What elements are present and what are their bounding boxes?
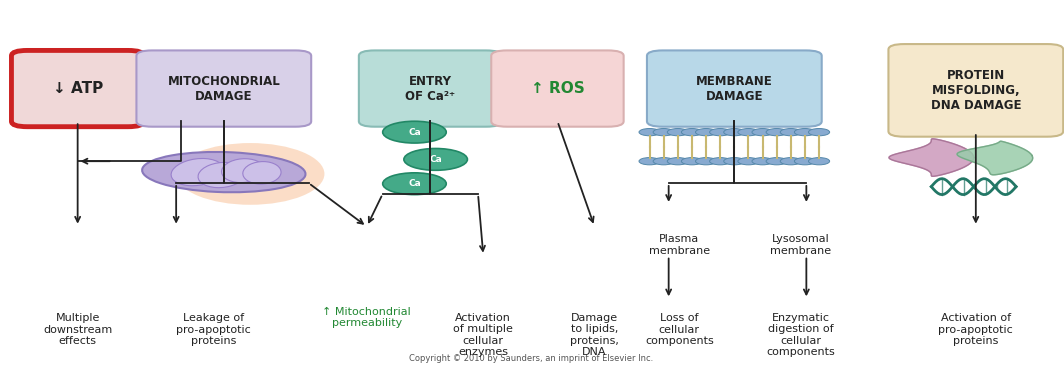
FancyBboxPatch shape [359, 51, 502, 127]
Circle shape [724, 158, 745, 165]
Circle shape [752, 128, 774, 136]
Circle shape [795, 128, 815, 136]
Ellipse shape [143, 152, 305, 192]
Text: Activation of
pro-apoptotic
proteins: Activation of pro-apoptotic proteins [938, 313, 1013, 347]
FancyBboxPatch shape [888, 44, 1063, 137]
Ellipse shape [171, 158, 223, 186]
Circle shape [737, 158, 759, 165]
Text: Plasma
membrane: Plasma membrane [649, 234, 710, 255]
Circle shape [809, 128, 830, 136]
Polygon shape [957, 141, 1033, 175]
Ellipse shape [177, 143, 325, 205]
Circle shape [696, 128, 717, 136]
Ellipse shape [198, 163, 246, 188]
FancyBboxPatch shape [136, 51, 311, 127]
Circle shape [696, 158, 717, 165]
Circle shape [710, 158, 731, 165]
Circle shape [653, 128, 675, 136]
FancyBboxPatch shape [492, 51, 624, 127]
Text: Activation
of multiple
cellular
enzymes: Activation of multiple cellular enzymes [453, 313, 513, 357]
Circle shape [737, 128, 759, 136]
Circle shape [681, 158, 702, 165]
Circle shape [639, 128, 660, 136]
Circle shape [766, 128, 787, 136]
Text: Multiple
downstream
effects: Multiple downstream effects [43, 313, 113, 347]
Circle shape [809, 158, 830, 165]
Circle shape [383, 121, 446, 143]
Circle shape [667, 128, 688, 136]
Text: MITOCHONDRIAL
DAMAGE: MITOCHONDRIAL DAMAGE [167, 75, 280, 102]
Text: Copyright © 2010 by Saunders, an imprint of Elsevier Inc.: Copyright © 2010 by Saunders, an imprint… [409, 354, 653, 363]
Text: Ca: Ca [429, 155, 442, 164]
Text: PROTEIN
MISFOLDING,
DNA DAMAGE: PROTEIN MISFOLDING, DNA DAMAGE [931, 69, 1021, 112]
Circle shape [667, 158, 688, 165]
Text: Leakage of
pro-apoptotic
proteins: Leakage of pro-apoptotic proteins [176, 313, 251, 347]
Circle shape [724, 128, 745, 136]
Text: Ca: Ca [409, 128, 421, 137]
Ellipse shape [243, 161, 281, 184]
Circle shape [766, 158, 787, 165]
Text: MEMBRANE
DAMAGE: MEMBRANE DAMAGE [696, 75, 772, 102]
Circle shape [780, 128, 801, 136]
Text: Damage
to lipids,
proteins,
DNA: Damage to lipids, proteins, DNA [570, 313, 619, 357]
Ellipse shape [221, 159, 264, 183]
Circle shape [795, 158, 815, 165]
Text: ↑ ROS: ↑ ROS [531, 81, 584, 96]
Circle shape [653, 158, 675, 165]
Text: Ca: Ca [409, 179, 421, 188]
Circle shape [752, 158, 774, 165]
Polygon shape [890, 139, 974, 176]
FancyBboxPatch shape [647, 51, 821, 127]
Circle shape [404, 149, 467, 170]
Circle shape [639, 158, 660, 165]
Text: ↓ ATP: ↓ ATP [52, 81, 103, 96]
FancyBboxPatch shape [12, 51, 144, 127]
Text: Lysosomal
membrane: Lysosomal membrane [770, 234, 832, 255]
Circle shape [780, 158, 801, 165]
Text: Enzymatic
digestion of
cellular
components: Enzymatic digestion of cellular componen… [767, 313, 835, 357]
Circle shape [383, 173, 446, 195]
Text: ↑ Mitochondrial
permeability: ↑ Mitochondrial permeability [322, 307, 411, 328]
Text: ENTRY
OF Ca²⁺: ENTRY OF Ca²⁺ [405, 75, 455, 102]
Circle shape [681, 128, 702, 136]
Text: Loss of
cellular
components: Loss of cellular components [645, 313, 714, 347]
Circle shape [710, 128, 731, 136]
